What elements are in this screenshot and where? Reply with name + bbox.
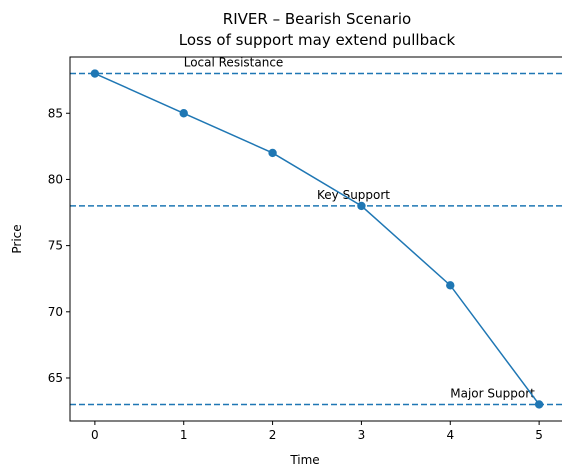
x-tick-label: 5 <box>535 428 543 442</box>
x-tick-label: 3 <box>358 428 366 442</box>
data-point <box>179 109 188 118</box>
x-tick-label: 4 <box>446 428 454 442</box>
data-point <box>357 201 366 211</box>
chart-title: RIVER – Bearish Scenario <box>223 10 411 28</box>
y-tick-label: 80 <box>48 172 63 186</box>
y-tick-label: 75 <box>48 239 63 253</box>
y-tick-label: 70 <box>48 305 63 319</box>
x-axis-label: Time <box>289 453 319 467</box>
data-point <box>446 281 455 290</box>
reference-line-label: Local Resistance <box>184 56 284 70</box>
reference-line-label: Major Support <box>450 386 535 400</box>
reference-line-label: Key Support <box>317 188 390 202</box>
x-tick-label: 2 <box>269 428 277 442</box>
plot-area: 0 1 2 3 4 5 65 70 75 80 85 Local Resistance Key Supp… <box>48 56 562 442</box>
data-point <box>534 400 544 409</box>
chart-subtitle: Loss of support may extend pullback <box>179 31 456 49</box>
x-tick-label: 0 <box>91 428 99 442</box>
y-tick-label: 65 <box>48 371 63 385</box>
y-axis-label: Price <box>10 224 24 253</box>
plot-frame <box>69 56 562 422</box>
y-tick-label: 85 <box>48 106 63 120</box>
data-point <box>268 148 277 158</box>
data-point <box>90 69 100 78</box>
series-line <box>94 72 540 405</box>
x-tick-label: 1 <box>180 428 188 442</box>
